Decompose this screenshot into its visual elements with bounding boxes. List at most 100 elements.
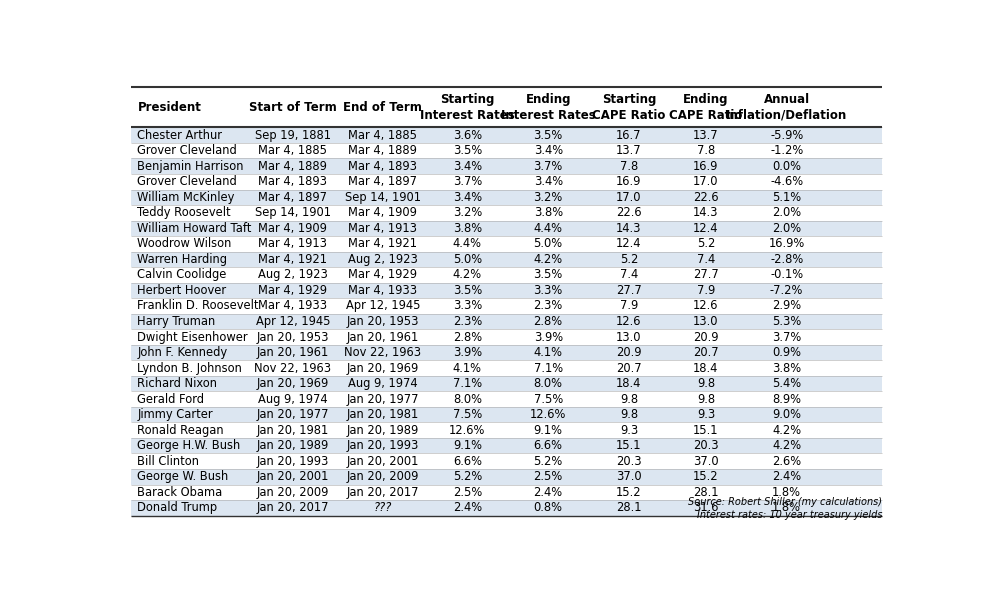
Text: 9.1%: 9.1% xyxy=(534,423,563,437)
Text: Grover Cleveland: Grover Cleveland xyxy=(137,144,237,157)
Text: 7.1%: 7.1% xyxy=(453,377,482,390)
Text: 8.0%: 8.0% xyxy=(534,377,563,390)
Text: 7.5%: 7.5% xyxy=(533,393,563,406)
Text: Jan 20, 2017: Jan 20, 2017 xyxy=(347,486,419,499)
Text: Starting
Interest Rates: Starting Interest Rates xyxy=(420,93,515,122)
Text: 16.9%: 16.9% xyxy=(768,237,805,251)
Text: Mar 4, 1885: Mar 4, 1885 xyxy=(258,144,327,157)
Text: President: President xyxy=(137,101,202,114)
Text: Mar 4, 1909: Mar 4, 1909 xyxy=(258,222,327,235)
Text: 15.2: 15.2 xyxy=(693,470,719,483)
Bar xyxy=(132,500,882,516)
Text: 20.7: 20.7 xyxy=(693,346,719,359)
Text: 2.4%: 2.4% xyxy=(534,486,563,499)
Text: Apr 12, 1945: Apr 12, 1945 xyxy=(255,315,330,328)
Text: Calvin Coolidge: Calvin Coolidge xyxy=(137,268,226,282)
Text: -0.1%: -0.1% xyxy=(770,268,803,282)
Bar xyxy=(132,313,882,329)
Text: 5.2: 5.2 xyxy=(620,253,638,266)
Text: 18.4: 18.4 xyxy=(616,377,642,390)
Text: 5.4%: 5.4% xyxy=(772,377,801,390)
Bar xyxy=(132,407,882,422)
Text: Mar 4, 1913: Mar 4, 1913 xyxy=(348,222,417,235)
Text: 3.8%: 3.8% xyxy=(534,207,563,219)
Text: 0.8%: 0.8% xyxy=(534,501,563,514)
Text: 3.4%: 3.4% xyxy=(534,175,563,188)
Text: Mar 4, 1897: Mar 4, 1897 xyxy=(348,175,417,188)
Bar xyxy=(132,252,882,267)
Text: 9.3: 9.3 xyxy=(620,423,638,437)
Text: 5.2%: 5.2% xyxy=(453,470,482,483)
Text: Jan 20, 2009: Jan 20, 2009 xyxy=(347,470,419,483)
Text: Starting
CAPE Ratio: Starting CAPE Ratio xyxy=(592,93,666,122)
Text: 3.8%: 3.8% xyxy=(453,222,482,235)
Text: 2.9%: 2.9% xyxy=(772,299,801,312)
Text: 3.7%: 3.7% xyxy=(772,331,801,343)
Text: Mar 4, 1897: Mar 4, 1897 xyxy=(258,191,327,204)
Text: Mar 4, 1933: Mar 4, 1933 xyxy=(348,284,417,297)
Text: Jan 20, 2001: Jan 20, 2001 xyxy=(256,470,329,483)
Text: 2.6%: 2.6% xyxy=(772,455,801,468)
Text: 8.9%: 8.9% xyxy=(772,393,801,406)
Text: 4.4%: 4.4% xyxy=(534,222,563,235)
Text: 20.3: 20.3 xyxy=(693,439,719,452)
Text: 15.1: 15.1 xyxy=(616,439,642,452)
Text: 13.0: 13.0 xyxy=(616,331,642,343)
Bar xyxy=(132,345,882,360)
Text: Jan 20, 1969: Jan 20, 1969 xyxy=(257,377,329,390)
Text: 3.3%: 3.3% xyxy=(533,284,563,297)
Bar xyxy=(132,128,882,143)
Text: 3.4%: 3.4% xyxy=(534,144,563,157)
Text: 3.4%: 3.4% xyxy=(453,191,482,204)
Text: 12.6%: 12.6% xyxy=(449,423,486,437)
Text: Franklin D. Roosevelt: Franklin D. Roosevelt xyxy=(137,299,259,312)
Text: ???: ??? xyxy=(374,501,392,514)
Text: Herbert Hoover: Herbert Hoover xyxy=(137,284,226,297)
Text: 4.1%: 4.1% xyxy=(453,362,482,375)
Text: Mar 4, 1929: Mar 4, 1929 xyxy=(348,268,417,282)
Bar xyxy=(132,438,882,453)
Text: 15.1: 15.1 xyxy=(693,423,719,437)
Text: 9.8: 9.8 xyxy=(620,393,638,406)
Text: Jan 20, 1981: Jan 20, 1981 xyxy=(347,408,419,421)
Text: Mar 4, 1889: Mar 4, 1889 xyxy=(348,144,417,157)
Text: 4.4%: 4.4% xyxy=(453,237,482,251)
Text: Jimmy Carter: Jimmy Carter xyxy=(137,408,213,421)
Text: Aug 2, 1923: Aug 2, 1923 xyxy=(348,253,418,266)
Text: 20.9: 20.9 xyxy=(616,346,642,359)
Text: 16.9: 16.9 xyxy=(693,159,719,173)
Text: Jan 20, 2017: Jan 20, 2017 xyxy=(256,501,329,514)
Text: 17.0: 17.0 xyxy=(693,175,719,188)
Text: Lyndon B. Johnson: Lyndon B. Johnson xyxy=(137,362,242,375)
Text: Harry Truman: Harry Truman xyxy=(137,315,216,328)
Text: 2.5%: 2.5% xyxy=(453,486,482,499)
Text: Jan 20, 2009: Jan 20, 2009 xyxy=(256,486,329,499)
Text: Warren Harding: Warren Harding xyxy=(137,253,227,266)
Text: 7.4: 7.4 xyxy=(697,253,715,266)
Text: 3.7%: 3.7% xyxy=(453,175,482,188)
Text: 7.9: 7.9 xyxy=(697,284,715,297)
Text: 2.5%: 2.5% xyxy=(533,470,563,483)
Text: 22.6: 22.6 xyxy=(693,191,719,204)
Text: 5.2%: 5.2% xyxy=(533,455,563,468)
Text: Annual
Inflation/Deflation: Annual Inflation/Deflation xyxy=(726,93,848,122)
Text: 9.1%: 9.1% xyxy=(453,439,482,452)
Text: 12.6%: 12.6% xyxy=(530,408,567,421)
Bar xyxy=(132,189,882,205)
Text: Barack Obama: Barack Obama xyxy=(137,486,223,499)
Text: Grover Cleveland: Grover Cleveland xyxy=(137,175,237,188)
Text: 3.3%: 3.3% xyxy=(453,299,482,312)
Text: Jan 20, 1961: Jan 20, 1961 xyxy=(257,346,329,359)
Text: Mar 4, 1893: Mar 4, 1893 xyxy=(348,159,417,173)
Bar xyxy=(132,221,882,236)
Text: Sep 14, 1901: Sep 14, 1901 xyxy=(255,207,330,219)
Text: 12.6: 12.6 xyxy=(693,299,719,312)
Text: Ending
Interest Rates: Ending Interest Rates xyxy=(500,93,595,122)
Text: 5.0%: 5.0% xyxy=(534,237,563,251)
Text: 0.0%: 0.0% xyxy=(772,159,801,173)
Text: -4.6%: -4.6% xyxy=(770,175,803,188)
Text: 4.2%: 4.2% xyxy=(534,253,563,266)
Text: 2.8%: 2.8% xyxy=(534,315,563,328)
Text: Gerald Ford: Gerald Ford xyxy=(137,393,205,406)
Text: Jan 20, 1981: Jan 20, 1981 xyxy=(257,423,329,437)
